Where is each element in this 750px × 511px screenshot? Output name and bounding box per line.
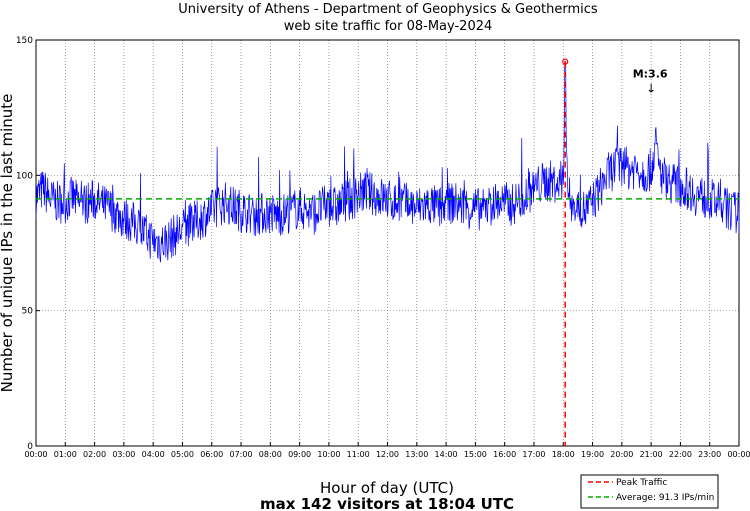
y-tick-label: 150: [16, 36, 33, 46]
x-axis-label: Hour of day (UTC): [320, 479, 454, 497]
x-tick-label: 07:00: [230, 450, 253, 459]
x-tick-label: 23:00: [698, 450, 721, 459]
x-tick-label: 17:00: [522, 450, 545, 459]
chart-title: University of Athens - Department of Geo…: [178, 2, 598, 17]
y-axis-label: Number of unique IPs in the last minute: [0, 94, 16, 393]
legend-peak-label: Peak Traffic: [616, 478, 667, 488]
x-tick-label: 12:00: [376, 450, 399, 459]
x-tick-label: 01:00: [54, 450, 77, 459]
annotation-label: M:3.6: [633, 68, 668, 81]
legend-average-label: Average: 91.3 IPs/min: [616, 493, 714, 503]
x-tick-label: 19:00: [581, 450, 604, 459]
x-tick-label: 09:00: [288, 450, 311, 459]
legend-box: [580, 474, 719, 509]
x-tick-label: 13:00: [405, 450, 428, 459]
legend: Peak Traffic Average: 91.3 IPs/min: [580, 474, 719, 509]
x-tick-label: 15:00: [464, 450, 487, 459]
y-axis: 0 50 100 150: [16, 36, 40, 452]
annotation-arrow: ↓: [646, 82, 656, 96]
x-tick-label: 00:00: [727, 450, 750, 459]
x-tick-label: 20:00: [610, 450, 633, 459]
y-tick-label: 0: [27, 442, 33, 452]
series-line-visitors: [35, 61, 740, 263]
x-tick-label: 02:00: [83, 450, 106, 459]
x-tick-label: 22:00: [669, 450, 692, 459]
x-tick-label: 16:00: [493, 450, 516, 459]
x-tick-label: 06:00: [200, 450, 223, 459]
x-tick-label: 21:00: [640, 450, 663, 459]
x-axis: 00:00 01:00 02:00 03:00 04:00 05:00 06:00 07:00…: [24, 442, 750, 459]
x-tick-label: 10:00: [317, 450, 340, 459]
peak-summary: max 142 visitors at 18:04 UTC: [260, 495, 514, 511]
y-tick-label: 50: [22, 307, 34, 317]
chart-subtitle: web site traffic for 08-May-2024: [284, 19, 493, 34]
series-layer: M:3.6↓: [35, 58, 740, 446]
grid-lines: [36, 40, 739, 446]
y-tick-label: 100: [16, 171, 33, 181]
x-tick-label: 00:00: [24, 450, 47, 459]
peak-marker: [562, 58, 569, 65]
x-tick-label: 18:00: [552, 450, 575, 459]
x-tick-label: 05:00: [171, 450, 194, 459]
x-tick-label: 03:00: [112, 450, 135, 459]
x-tick-label: 11:00: [347, 450, 370, 459]
x-tick-label: 14:00: [435, 450, 458, 459]
x-tick-label: 04:00: [142, 450, 165, 459]
x-tick-label: 08:00: [259, 450, 282, 459]
